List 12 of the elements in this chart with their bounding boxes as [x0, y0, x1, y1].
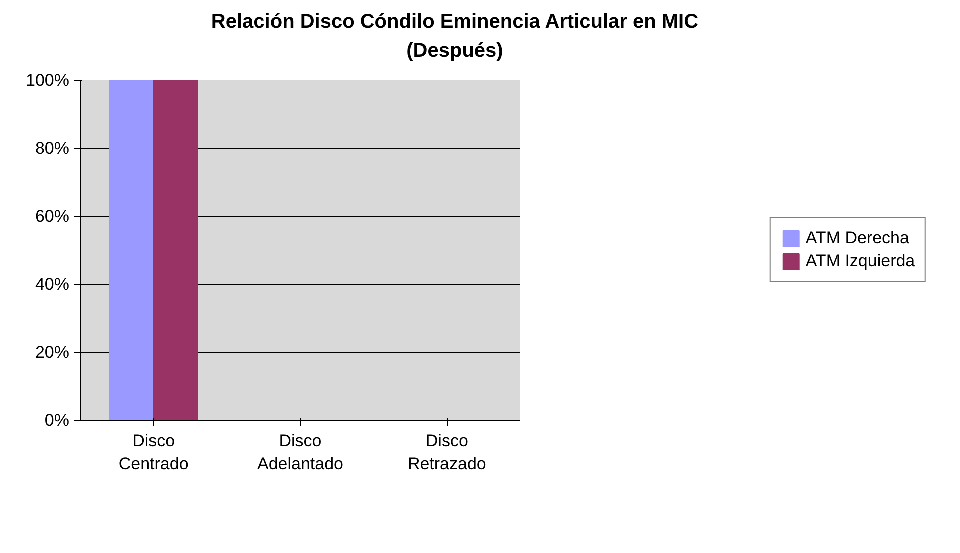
chart-title: Relación Disco Cóndilo Eminencia Articular en MIC (Después): [211, 10, 699, 64]
x-tick-label: Disco Centrado: [118, 432, 189, 474]
y-tick-label: 60%: [35, 207, 70, 226]
legend-label: ATM Derecha: [806, 228, 910, 249]
y-tick-label: 80%: [35, 139, 70, 158]
legend-label: ATM Izquierda: [806, 252, 916, 272]
y-tick-label: 100%: [26, 71, 70, 90]
y-tick-label: 20%: [35, 343, 70, 362]
y-tick-label: 0%: [44, 411, 70, 430]
x-tick-label: Disco Retrazado: [408, 432, 486, 474]
y-tick-label: 40%: [35, 275, 70, 294]
x-tick-label: Disco Adelantado: [257, 432, 344, 474]
